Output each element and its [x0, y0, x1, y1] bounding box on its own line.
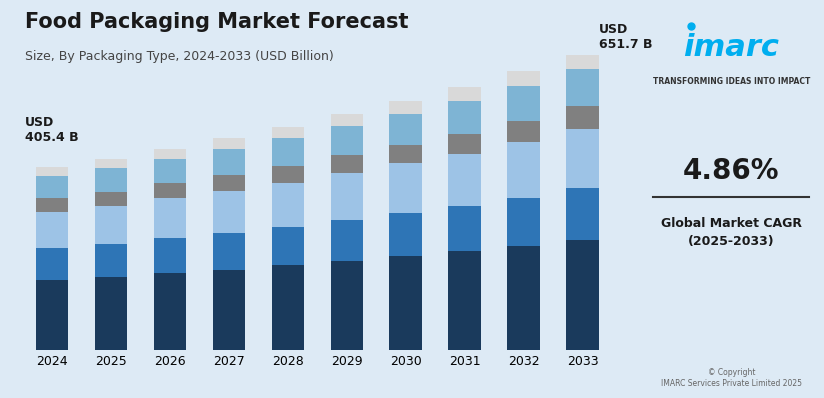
Bar	[508, 72, 540, 86]
Bar	[508, 142, 540, 198]
Text: Food Packaging Market Forecast: Food Packaging Market Forecast	[25, 12, 408, 32]
Bar	[448, 252, 481, 350]
Bar	[566, 106, 599, 129]
Bar	[330, 261, 363, 350]
Bar	[35, 280, 68, 350]
Bar	[330, 155, 363, 173]
Bar	[390, 213, 422, 256]
Bar	[35, 212, 68, 248]
Bar	[213, 233, 245, 269]
Bar	[35, 248, 68, 280]
Bar	[153, 158, 186, 183]
Bar	[35, 198, 68, 212]
Bar	[330, 173, 363, 220]
Bar	[213, 175, 245, 191]
Bar	[508, 86, 540, 121]
Bar	[390, 145, 422, 164]
Bar	[272, 265, 304, 350]
Text: USD
405.4 B: USD 405.4 B	[26, 116, 79, 144]
Text: TRANSFORMING IDEAS INTO IMPACT: TRANSFORMING IDEAS INTO IMPACT	[653, 77, 810, 86]
Bar	[95, 277, 127, 350]
Bar	[35, 167, 68, 176]
Bar	[213, 191, 245, 233]
Bar	[566, 69, 599, 106]
Bar	[272, 127, 304, 138]
Bar	[213, 148, 245, 175]
Bar	[448, 154, 481, 206]
Text: Global Market CAGR
(2025-2033): Global Market CAGR (2025-2033)	[661, 217, 802, 248]
Bar	[95, 191, 127, 206]
Bar	[272, 183, 304, 227]
Bar	[566, 188, 599, 240]
Bar	[390, 164, 422, 213]
Bar	[330, 126, 363, 155]
Bar	[213, 138, 245, 148]
Bar	[390, 114, 422, 145]
Bar	[272, 227, 304, 265]
Text: Size, By Packaging Type, 2024-2033 (USD Billion): Size, By Packaging Type, 2024-2033 (USD …	[25, 50, 334, 63]
Bar	[272, 166, 304, 183]
Text: imarc: imarc	[683, 33, 780, 62]
Bar	[272, 138, 304, 166]
Text: © Copyright
IMARC Services Private Limited 2025: © Copyright IMARC Services Private Limit…	[661, 368, 802, 388]
Bar	[213, 269, 245, 350]
Bar	[95, 158, 127, 168]
Bar	[448, 87, 481, 101]
Text: 4.86%: 4.86%	[683, 157, 780, 185]
Bar	[566, 240, 599, 350]
Bar	[95, 206, 127, 244]
Bar	[508, 246, 540, 350]
Bar	[35, 176, 68, 198]
Bar	[153, 148, 186, 158]
Bar	[330, 220, 363, 261]
Bar	[448, 101, 481, 134]
Bar	[448, 206, 481, 252]
Bar	[508, 198, 540, 246]
Bar	[95, 168, 127, 191]
Bar	[153, 238, 186, 273]
Bar	[390, 256, 422, 350]
Bar	[448, 134, 481, 154]
Bar	[153, 198, 186, 238]
Bar	[566, 55, 599, 69]
Bar	[153, 183, 186, 198]
Text: USD
651.7 B: USD 651.7 B	[599, 23, 653, 51]
Bar	[390, 101, 422, 114]
Bar	[153, 273, 186, 350]
Bar	[330, 113, 363, 126]
Bar	[566, 129, 599, 188]
Bar	[508, 121, 540, 142]
Bar	[95, 244, 127, 277]
